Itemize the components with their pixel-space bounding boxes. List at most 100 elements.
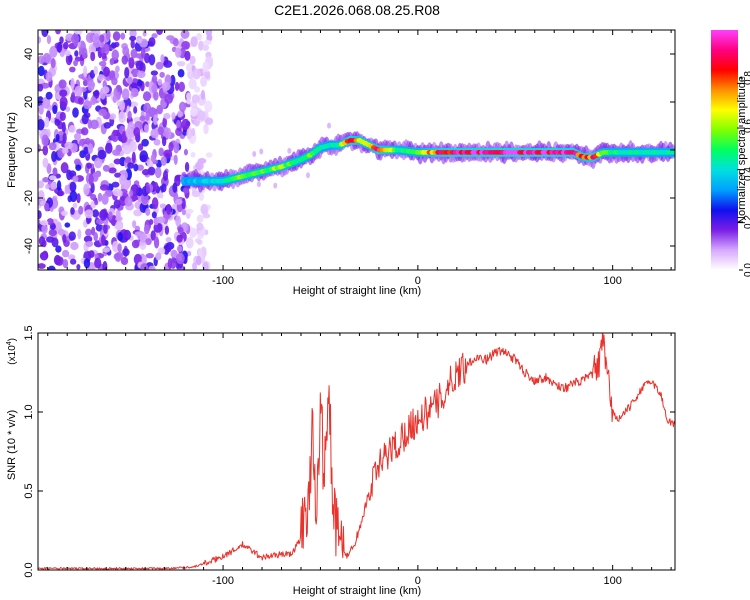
noise-speckle-dot bbox=[81, 113, 89, 125]
noise-speckle-dot bbox=[100, 47, 105, 54]
noise-speckle-dot bbox=[48, 229, 58, 237]
noise-speckle-dot bbox=[93, 231, 98, 242]
noise-speckle-dot bbox=[61, 249, 70, 258]
noise-speckle-dot bbox=[124, 196, 133, 207]
noise-speckle-dot bbox=[166, 35, 175, 41]
noise-speckle-dot bbox=[71, 33, 80, 45]
noise-speckle-dot bbox=[157, 247, 166, 255]
spectrogram-x-tick-label: -100 bbox=[212, 275, 234, 287]
snr-panel: -100 0 100 0.0 0.5 1.0 1.5 Height of straight… bbox=[6, 325, 676, 597]
noise-speckle-dot bbox=[112, 188, 122, 197]
noise-speckle-dot bbox=[129, 30, 137, 38]
noise-speckle-dot bbox=[54, 118, 61, 126]
noise-speckle-dot bbox=[115, 91, 121, 100]
noise-speckle-dot bbox=[153, 222, 163, 233]
noise-speckle-dot bbox=[153, 181, 159, 191]
noise-speckle-dot bbox=[85, 240, 94, 247]
noise-speckle-dot bbox=[145, 253, 154, 259]
noise-speckle-dot bbox=[38, 65, 45, 77]
noise-speckle-dot bbox=[175, 215, 181, 227]
noise-speckle-dot bbox=[73, 158, 81, 166]
colorbar-ticks: 0.0 0.2 0.4 0.6 0.8 bbox=[739, 71, 750, 277]
noise-speckle-dot bbox=[170, 74, 176, 87]
noise-speckle-dot bbox=[181, 40, 191, 50]
noise-speckle-dot bbox=[93, 65, 99, 75]
noise-speckle-dot bbox=[173, 154, 178, 165]
noise-speckle-dot bbox=[103, 121, 112, 129]
noise-speckle-dot bbox=[46, 35, 52, 45]
noise-speckle-dot bbox=[86, 162, 92, 169]
noise-speckle-dot bbox=[177, 226, 184, 235]
noise-speckle-dot bbox=[159, 192, 164, 199]
spectral-ridge bbox=[181, 122, 675, 193]
noise-speckle-dot bbox=[136, 70, 146, 79]
noise-speckle-dot bbox=[143, 224, 150, 235]
noise-speckle-dot bbox=[84, 209, 94, 219]
colorbar-tick-label: 0.2 bbox=[743, 215, 750, 229]
noise-speckle-dot bbox=[192, 261, 198, 270]
noise-speckle-dot bbox=[50, 117, 55, 124]
noise-speckle-dot bbox=[133, 163, 139, 172]
noise-speckle-dot bbox=[175, 252, 185, 265]
noise-speckle-dot bbox=[148, 265, 156, 270]
snr-y-tick-label: 0.0 bbox=[23, 562, 35, 577]
noise-speckle-dot bbox=[200, 89, 206, 100]
noise-speckle-dot bbox=[129, 101, 139, 108]
noise-speckle-dot bbox=[94, 199, 99, 206]
noise-speckle-dot bbox=[101, 52, 107, 60]
noise-speckle-dot bbox=[184, 208, 194, 214]
noise-speckle-dot bbox=[83, 146, 89, 155]
noise-speckle-dot bbox=[161, 183, 167, 193]
noise-speckle-dot bbox=[44, 116, 50, 128]
svg-text:(x104): (x104) bbox=[6, 338, 18, 365]
noise-speckle-dot bbox=[196, 255, 202, 266]
noise-speckle-dot bbox=[134, 231, 142, 237]
noise-speckle-dot bbox=[103, 66, 111, 77]
noise-speckle-dot bbox=[162, 126, 169, 139]
noise-speckle-dot bbox=[38, 263, 46, 269]
noise-speckle-dot bbox=[65, 106, 71, 113]
noise-speckle-dot bbox=[38, 83, 44, 92]
noise-speckle-dot bbox=[183, 148, 188, 156]
noise-speckle-dot bbox=[129, 189, 134, 197]
colorbar: 0.0 0.2 0.4 0.6 0.8 Normalized spectral ampl… bbox=[711, 30, 750, 277]
noise-speckle-dot bbox=[56, 180, 62, 192]
noise-speckle-dot bbox=[81, 127, 89, 136]
noise-speckle-dot bbox=[99, 41, 105, 48]
ridge-scatter bbox=[252, 150, 257, 157]
noise-speckle-dot bbox=[148, 37, 156, 47]
noise-speckle-dot bbox=[190, 227, 198, 237]
noise-speckle-dot bbox=[145, 207, 151, 216]
noise-speckle-dot bbox=[92, 171, 102, 178]
noise-speckle-dot bbox=[164, 93, 174, 105]
noise-speckle-dot bbox=[120, 256, 129, 266]
noise-speckle-dot bbox=[55, 256, 64, 266]
noise-speckle-dot bbox=[64, 184, 69, 195]
noise-speckle-dot bbox=[59, 111, 66, 121]
noise-speckle-dot bbox=[85, 137, 91, 144]
snr-y-tick-label: 1.5 bbox=[23, 325, 35, 340]
noise-speckle-dot bbox=[69, 190, 78, 203]
noise-speckle-dot bbox=[204, 117, 214, 126]
noise-speckle-dot bbox=[162, 170, 169, 182]
noise-speckle-dot bbox=[39, 220, 49, 226]
noise-speckle-dot bbox=[145, 110, 150, 122]
noise-speckle-dot bbox=[70, 92, 76, 101]
spectrogram-y-tick-label: 0 bbox=[23, 147, 35, 153]
noise-speckle-dot bbox=[121, 88, 130, 101]
ridge-scatter bbox=[259, 148, 264, 155]
noise-speckle-dot bbox=[181, 209, 187, 216]
noise-speckle-dot bbox=[103, 224, 108, 235]
noise-speckle-dot bbox=[68, 125, 76, 133]
noise-speckle-dot bbox=[130, 39, 135, 49]
noise-speckle-dot bbox=[155, 252, 162, 261]
noise-speckle-dot bbox=[156, 30, 164, 36]
noise-speckle-dot bbox=[90, 30, 97, 34]
spectrogram-x-tick-label: 0 bbox=[415, 275, 421, 287]
noise-speckle-dot bbox=[112, 240, 120, 253]
noise-speckle-dot bbox=[114, 223, 124, 230]
noise-speckle-dot bbox=[69, 66, 76, 73]
colorbar-tick-label: 0.8 bbox=[743, 71, 750, 85]
noise-speckle-dot bbox=[112, 129, 118, 137]
noise-speckle-dot bbox=[202, 44, 210, 51]
